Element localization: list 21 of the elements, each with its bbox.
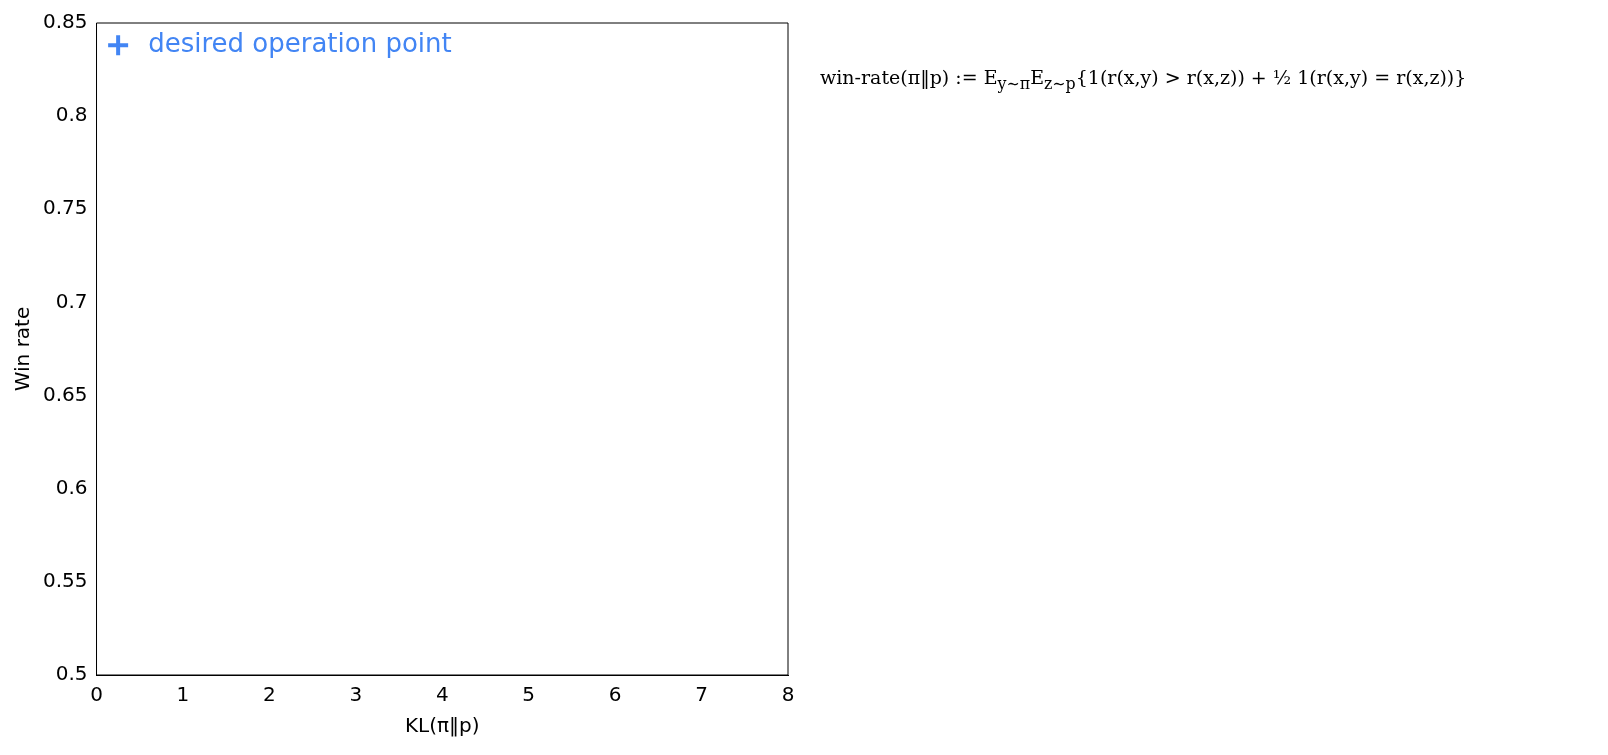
x-axis-title: KL(π‖p) <box>404 713 480 738</box>
x-tick-label: 0 <box>90 682 103 707</box>
y-tick-label: 0.7 <box>55 288 88 313</box>
series-label: desired operation point <box>148 28 452 59</box>
text: win-rate(π‖p) := E$_{y∼π}$E$_{z∼p}${1(r(x,y) > r(x,z)) + ½ 1(r(x,y) = r(x,z))} <box>820 66 1467 93</box>
x-tick-label: 4 <box>435 682 449 707</box>
x-tick-label: 6 <box>608 682 622 707</box>
y-tick-label: 0.5 <box>55 661 88 686</box>
y-tick-label: 0.65 <box>43 381 88 406</box>
x-tick-label: 1 <box>176 682 190 707</box>
y-tick-label: 0.75 <box>43 195 88 220</box>
x-tick-label: 8 <box>781 682 795 707</box>
y-tick-label: 0.8 <box>55 102 88 127</box>
x-tick-label: 2 <box>263 682 276 707</box>
y-tick-label: 0.6 <box>55 474 88 499</box>
x-tick-label: 3 <box>349 682 363 707</box>
x-tick-label: 7 <box>695 682 708 707</box>
y-tick-label: 0.85 <box>43 9 88 34</box>
y-axis-title: Win rate <box>10 306 35 392</box>
y-tick-label: 0.55 <box>43 568 88 593</box>
x-tick-label: 5 <box>522 682 536 707</box>
